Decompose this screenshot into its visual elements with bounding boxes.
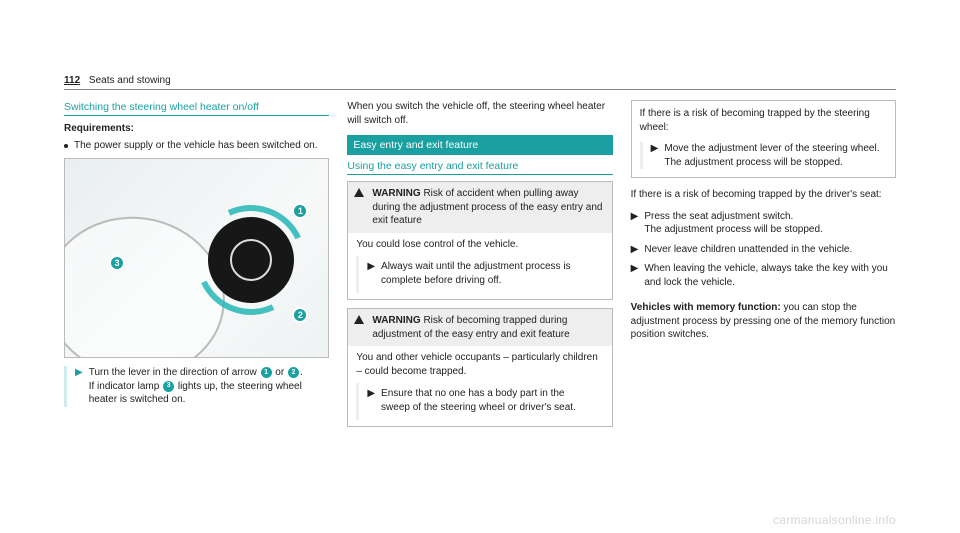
- step-children: ▶ Never leave children unattended in the…: [631, 243, 896, 257]
- badge-3-inline: 3: [163, 381, 174, 392]
- instruction-text: Turn the lever in the direction of arrow…: [89, 366, 330, 407]
- badge-1-inline: 1: [261, 367, 272, 378]
- box-intro-1: If there is a risk of becoming trapped b…: [640, 107, 887, 134]
- step-2a: Press the seat adjustment switch.: [644, 211, 793, 222]
- warning-head-2: WARNING Risk of becoming trapped during …: [348, 309, 611, 346]
- step-arrow-icon: ▶: [631, 262, 639, 289]
- trapped-steering-box: If there is a risk of becoming trapped b…: [631, 100, 896, 178]
- step-arrow-icon: ▶: [631, 210, 639, 237]
- figure-heater-knob: [208, 217, 294, 303]
- box-step-1: ▶ Move the adjustment lever of the steer…: [640, 142, 887, 169]
- column-3: If there is a risk of becoming trapped b…: [631, 100, 896, 503]
- bullet-icon: [64, 144, 68, 148]
- badge-2-inline: 2: [288, 367, 299, 378]
- page-number: 112: [64, 75, 80, 86]
- instr-2a: If indicator lamp: [89, 381, 162, 392]
- step-take-key-text: When leaving the vehicle, always take th…: [644, 262, 896, 289]
- step-arrow-icon: ▶: [75, 366, 83, 407]
- step-press-seat-text: Press the seat adjustment switch. The ad…: [644, 210, 822, 237]
- warning-triangle-icon: [354, 315, 364, 324]
- warning-head-text-1: WARNING Risk of accident when pulling aw…: [372, 187, 605, 228]
- warning-label-1: WARNING: [372, 188, 420, 199]
- step-arrow-icon: ▶: [631, 243, 639, 257]
- instruction-step: ▶ Turn the lever in the direction of arr…: [75, 366, 329, 407]
- instr-1b: or: [273, 367, 287, 378]
- step-2b: The adjustment process will be stopped.: [644, 224, 822, 235]
- column-2: When you switch the vehicle off, the ste…: [347, 100, 612, 503]
- manual-page: 112 Seats and stowing Switching the stee…: [0, 0, 960, 533]
- warning-label-2: WARNING: [372, 315, 420, 326]
- watermark: carmanualsonline.info: [773, 513, 896, 527]
- memory-bold: Vehicles with memory function:: [631, 302, 781, 313]
- step-children-text: Never leave children unattended in the v…: [644, 243, 852, 257]
- warning-step-2: ▶ Ensure that no one has a body part in …: [356, 383, 603, 420]
- warning-body-2: You and other vehicle occupants – partic…: [348, 346, 611, 383]
- step-press-seat: ▶ Press the seat adjustment switch. The …: [631, 210, 896, 237]
- requirements-label: Requirements:: [64, 122, 329, 136]
- warning-body-1: You could lose control of the vehicle.: [348, 233, 611, 257]
- switch-off-note: When you switch the vehicle off, the ste…: [347, 100, 612, 127]
- steering-heater-figure: 1 2 3: [64, 158, 329, 358]
- section-title: Seats and stowing: [89, 75, 171, 86]
- step-take-key: ▶ When leaving the vehicle, always take …: [631, 262, 896, 289]
- box-step-1-text: Move the adjustment lever of the steerin…: [664, 142, 879, 169]
- content-columns: Switching the steering wheel heater on/o…: [64, 100, 896, 503]
- column-1: Switching the steering wheel heater on/o…: [64, 100, 329, 503]
- requirement-item: The power supply or the vehicle has been…: [64, 139, 329, 153]
- instruction-block: ▶ Turn the lever in the direction of arr…: [64, 366, 329, 407]
- warning-box-1: WARNING Risk of accident when pulling aw…: [347, 181, 612, 300]
- box-step-1b: The adjustment process will be stopped.: [664, 157, 842, 168]
- warning-box-2: WARNING Risk of becoming trapped during …: [347, 308, 612, 427]
- box-step-1a: Move the adjustment lever of the steerin…: [664, 143, 879, 154]
- heading-steering-heater: Switching the steering wheel heater on/o…: [64, 100, 329, 116]
- instr-1c: .: [300, 367, 303, 378]
- page-header: 112 Seats and stowing: [64, 75, 896, 90]
- instr-1a: Turn the lever in the direction of arrow: [89, 367, 260, 378]
- warning-head-text-2: WARNING Risk of becoming trapped during …: [372, 314, 605, 341]
- memory-function-note: Vehicles with memory function: you can s…: [631, 301, 896, 342]
- warning-step-text-2: Ensure that no one has a body part in th…: [381, 387, 596, 414]
- step-arrow-icon: ▶: [651, 142, 659, 169]
- subheading-easy-entry: Using the easy entry and exit feature: [347, 159, 612, 175]
- step-arrow-icon: ▶: [367, 387, 375, 414]
- warning-step-1: ▶ Always wait until the adjustment proce…: [356, 256, 603, 293]
- warning-head-1: WARNING Risk of accident when pulling aw…: [348, 182, 611, 233]
- intro-2: If there is a risk of becoming trapped b…: [631, 188, 896, 202]
- warning-step-text-1: Always wait until the adjustment process…: [381, 260, 596, 287]
- requirement-text: The power supply or the vehicle has been…: [74, 139, 317, 153]
- warning-triangle-icon: [354, 188, 364, 197]
- section-bar-easy-entry: Easy entry and exit feature: [347, 135, 612, 155]
- step-arrow-icon: ▶: [367, 260, 375, 287]
